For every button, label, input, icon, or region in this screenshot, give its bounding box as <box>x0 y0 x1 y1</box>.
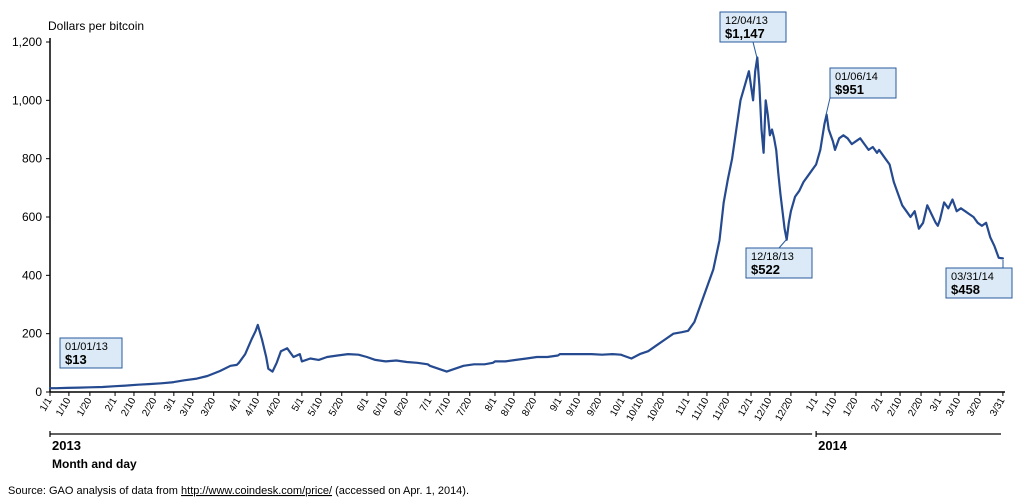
bitcoin-price-chart: Dollars per bitcoin 0 200 400 600 800 1,000 1,2… <box>0 0 1024 504</box>
year-label: 2013 <box>52 438 81 453</box>
y-tick-label: 1,200 <box>12 35 42 49</box>
y-tick-label: 400 <box>22 268 42 282</box>
source-text: Source: GAO analysis of data from http:/… <box>8 485 469 497</box>
annotation-value: $13 <box>65 352 87 367</box>
x-axis-label: Month and day <box>52 457 137 471</box>
y-tick-label: 800 <box>22 152 42 166</box>
y-tick-label: 0 <box>35 385 42 399</box>
annotation-value: $458 <box>951 282 980 297</box>
y-axis-label: Dollars per bitcoin <box>48 19 144 33</box>
annotation-value: $951 <box>835 82 864 97</box>
year-label: 2014 <box>818 438 848 453</box>
y-tick-label: 200 <box>22 327 42 341</box>
y-tick-label: 600 <box>22 210 42 224</box>
annotation-value: $1,147 <box>725 26 765 41</box>
chart-svg: Dollars per bitcoin 0 200 400 600 800 1,000 1,2… <box>0 0 1024 504</box>
y-tick-label: 1,000 <box>12 93 42 107</box>
source-link[interactable]: http://www.coindesk.com/price/ <box>181 485 333 497</box>
annotation-value: $522 <box>751 262 780 277</box>
